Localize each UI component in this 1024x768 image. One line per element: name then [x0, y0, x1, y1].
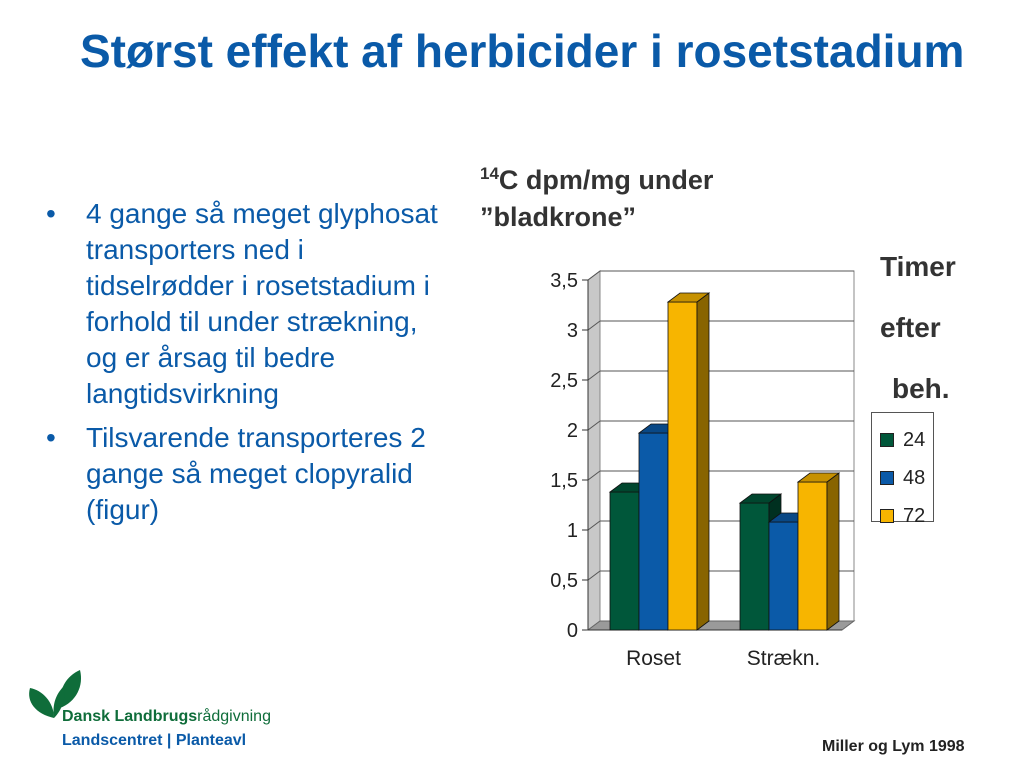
gridline — [587, 570, 601, 581]
y-tick-label: 3,5 — [550, 270, 578, 292]
legend-entry: 24 — [872, 421, 933, 459]
y-tick-label: 2 — [567, 420, 578, 442]
legend-title: Timer efter beh. — [880, 236, 990, 419]
legend-label: 48 — [903, 466, 926, 489]
legend-swatch — [880, 471, 894, 485]
x-tick-label: Strækn. — [747, 647, 821, 670]
bar-top — [738, 493, 783, 504]
y-tick-label: 3 — [567, 320, 578, 342]
legend-title-line: efter — [880, 312, 941, 343]
gridline — [587, 470, 601, 481]
bar-top — [796, 472, 841, 483]
logo-text-line2: Landscentret | Planteavl — [62, 732, 247, 749]
gridline — [587, 370, 601, 381]
legend-label: 24 — [903, 428, 926, 451]
gridline — [587, 320, 601, 331]
x-tick-label: Roset — [626, 647, 681, 670]
chart-title: 14C dpm/mg under ”bladkrone” — [480, 162, 800, 236]
legend-title-line: Timer — [880, 251, 956, 282]
bar — [667, 301, 698, 631]
logo-text-line1: Dansk Landbrugsrådgivning — [62, 708, 271, 726]
legend-swatch — [880, 509, 894, 523]
bar — [739, 502, 770, 631]
bullet-list: 4 gange så meget glyphosat transporters … — [40, 196, 450, 536]
chart-side-wall — [587, 270, 601, 631]
legend-swatch — [880, 433, 894, 447]
y-tick-label: 1,5 — [550, 470, 578, 492]
bar — [609, 491, 640, 631]
bar-side — [696, 292, 710, 631]
y-tick-label: 0 — [567, 620, 578, 642]
gridline — [587, 420, 601, 431]
legend-title-line: beh. — [892, 373, 950, 404]
chart-title-text: C dpm/mg under ”bladkrone” — [480, 165, 714, 232]
slide-title: Størst effekt af herbicider i rosetstadi… — [80, 25, 965, 77]
bar-chart: 0 0,5 1 1,5 2 2,5 3 3,5 Roset Strækn. — [550, 270, 856, 670]
logo-text-part: rådgivning — [197, 708, 271, 725]
y-tick-label: 2,5 — [550, 370, 578, 392]
gridline — [587, 520, 601, 531]
bar — [638, 432, 669, 631]
leaf-logo-icon — [29, 670, 82, 718]
y-tick-label: 1 — [567, 520, 578, 542]
legend-entry: 72 — [872, 497, 933, 535]
y-tick-label: 0,5 — [550, 570, 578, 592]
chart-title-superscript: 14 — [480, 164, 499, 183]
legend-label: 72 — [903, 504, 926, 527]
citation: Miller og Lym 1998 — [822, 738, 965, 755]
bullet-item: 4 gange så meget glyphosat transporters … — [40, 196, 450, 412]
gridline — [587, 270, 601, 281]
logo-text-part: Dansk Landbrugs — [62, 708, 198, 725]
bar — [797, 481, 828, 631]
bullet-item: Tilsvarende transporteres 2 gange så meg… — [40, 420, 450, 528]
bar — [768, 521, 799, 631]
chart-legend: 24 48 72 — [871, 412, 934, 527]
bar-side — [826, 472, 840, 631]
bar-top — [666, 292, 711, 303]
legend-entry: 48 — [872, 459, 933, 497]
